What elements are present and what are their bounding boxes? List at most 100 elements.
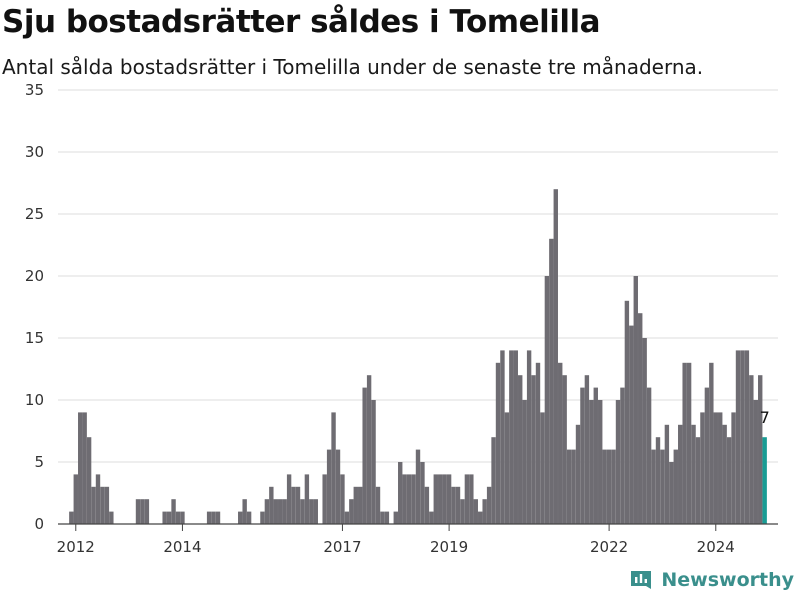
y-tick-label: 0 [34, 515, 44, 533]
bar [495, 362, 501, 524]
bar [562, 375, 567, 524]
bar [100, 486, 105, 524]
x-axis [58, 523, 778, 531]
bar [633, 276, 638, 524]
bar [73, 474, 78, 524]
bar [353, 486, 358, 524]
bar [651, 449, 656, 524]
bar [380, 511, 385, 524]
bar [215, 511, 221, 524]
bar [735, 350, 741, 524]
x-tick-label: 2024 [697, 538, 735, 556]
bar [669, 462, 674, 524]
bar [544, 276, 550, 524]
highlighted-bar [762, 437, 767, 524]
x-tick-label: 2012 [57, 538, 95, 556]
bar [486, 486, 492, 524]
bar [526, 350, 532, 524]
bar [264, 499, 270, 524]
bar [722, 424, 727, 524]
bar [589, 400, 594, 524]
chart-subtitle: Antal sålda bostadsrätter i Tomelilla un… [2, 55, 704, 79]
bar [500, 350, 505, 524]
bar [758, 375, 763, 524]
bar [175, 511, 181, 524]
bar [593, 387, 598, 524]
bar [286, 474, 292, 524]
y-tick-label: 25 [25, 205, 44, 223]
bar [455, 486, 461, 524]
bar [438, 474, 443, 524]
bar [558, 362, 563, 524]
bar [406, 474, 412, 524]
bar [673, 449, 678, 524]
bar [504, 412, 510, 524]
bar [144, 499, 150, 524]
bar [718, 412, 723, 524]
bar [398, 462, 403, 524]
bar [731, 412, 736, 524]
bar [469, 474, 474, 524]
bar [246, 511, 252, 524]
bar [744, 350, 750, 524]
bar [162, 511, 167, 524]
bar [598, 400, 603, 524]
bar [611, 449, 616, 524]
bar [371, 400, 376, 524]
bars [69, 189, 767, 525]
bar [602, 449, 607, 524]
bar [522, 400, 527, 524]
bar [384, 511, 390, 524]
bar [420, 462, 425, 524]
bar [366, 375, 372, 524]
y-tick-label: 10 [25, 391, 44, 409]
bar [713, 412, 718, 524]
bar [393, 511, 398, 524]
bar [540, 412, 545, 524]
bar [655, 437, 661, 524]
bar [340, 474, 345, 524]
brand-name: Newsworthy [661, 569, 794, 591]
bar [238, 511, 243, 524]
bar [664, 424, 670, 524]
bar [491, 437, 496, 524]
x-tick-label: 2022 [590, 538, 628, 556]
brand: Newsworthy [629, 568, 794, 592]
bar [331, 412, 336, 524]
bar [660, 449, 665, 524]
bar [180, 511, 185, 524]
bar [335, 449, 341, 524]
bar [411, 474, 416, 524]
bar [206, 511, 212, 524]
bar [686, 362, 692, 524]
bar [753, 400, 758, 524]
bar [553, 189, 558, 524]
bar [260, 511, 265, 524]
bar [309, 499, 314, 524]
bar [535, 362, 541, 524]
bar [571, 449, 576, 524]
bar [464, 474, 470, 524]
bar [749, 375, 754, 524]
y-tick-label: 35 [25, 81, 44, 99]
bar [646, 387, 652, 524]
bar [451, 486, 456, 524]
bar [269, 486, 274, 524]
bar [726, 437, 732, 524]
bar [513, 350, 518, 524]
bar [740, 350, 745, 524]
bar [433, 474, 438, 524]
bar [566, 449, 572, 524]
bar [358, 486, 363, 524]
bar [629, 325, 634, 524]
bar [78, 412, 83, 524]
y-tick-label: 15 [25, 329, 44, 347]
y-tick-label: 30 [25, 143, 44, 161]
bar [704, 387, 710, 524]
gridlines [58, 89, 778, 463]
x-tick-label: 2017 [323, 538, 361, 556]
bar [171, 499, 176, 524]
bar [166, 511, 172, 524]
bar [642, 338, 647, 524]
bar [518, 375, 523, 524]
